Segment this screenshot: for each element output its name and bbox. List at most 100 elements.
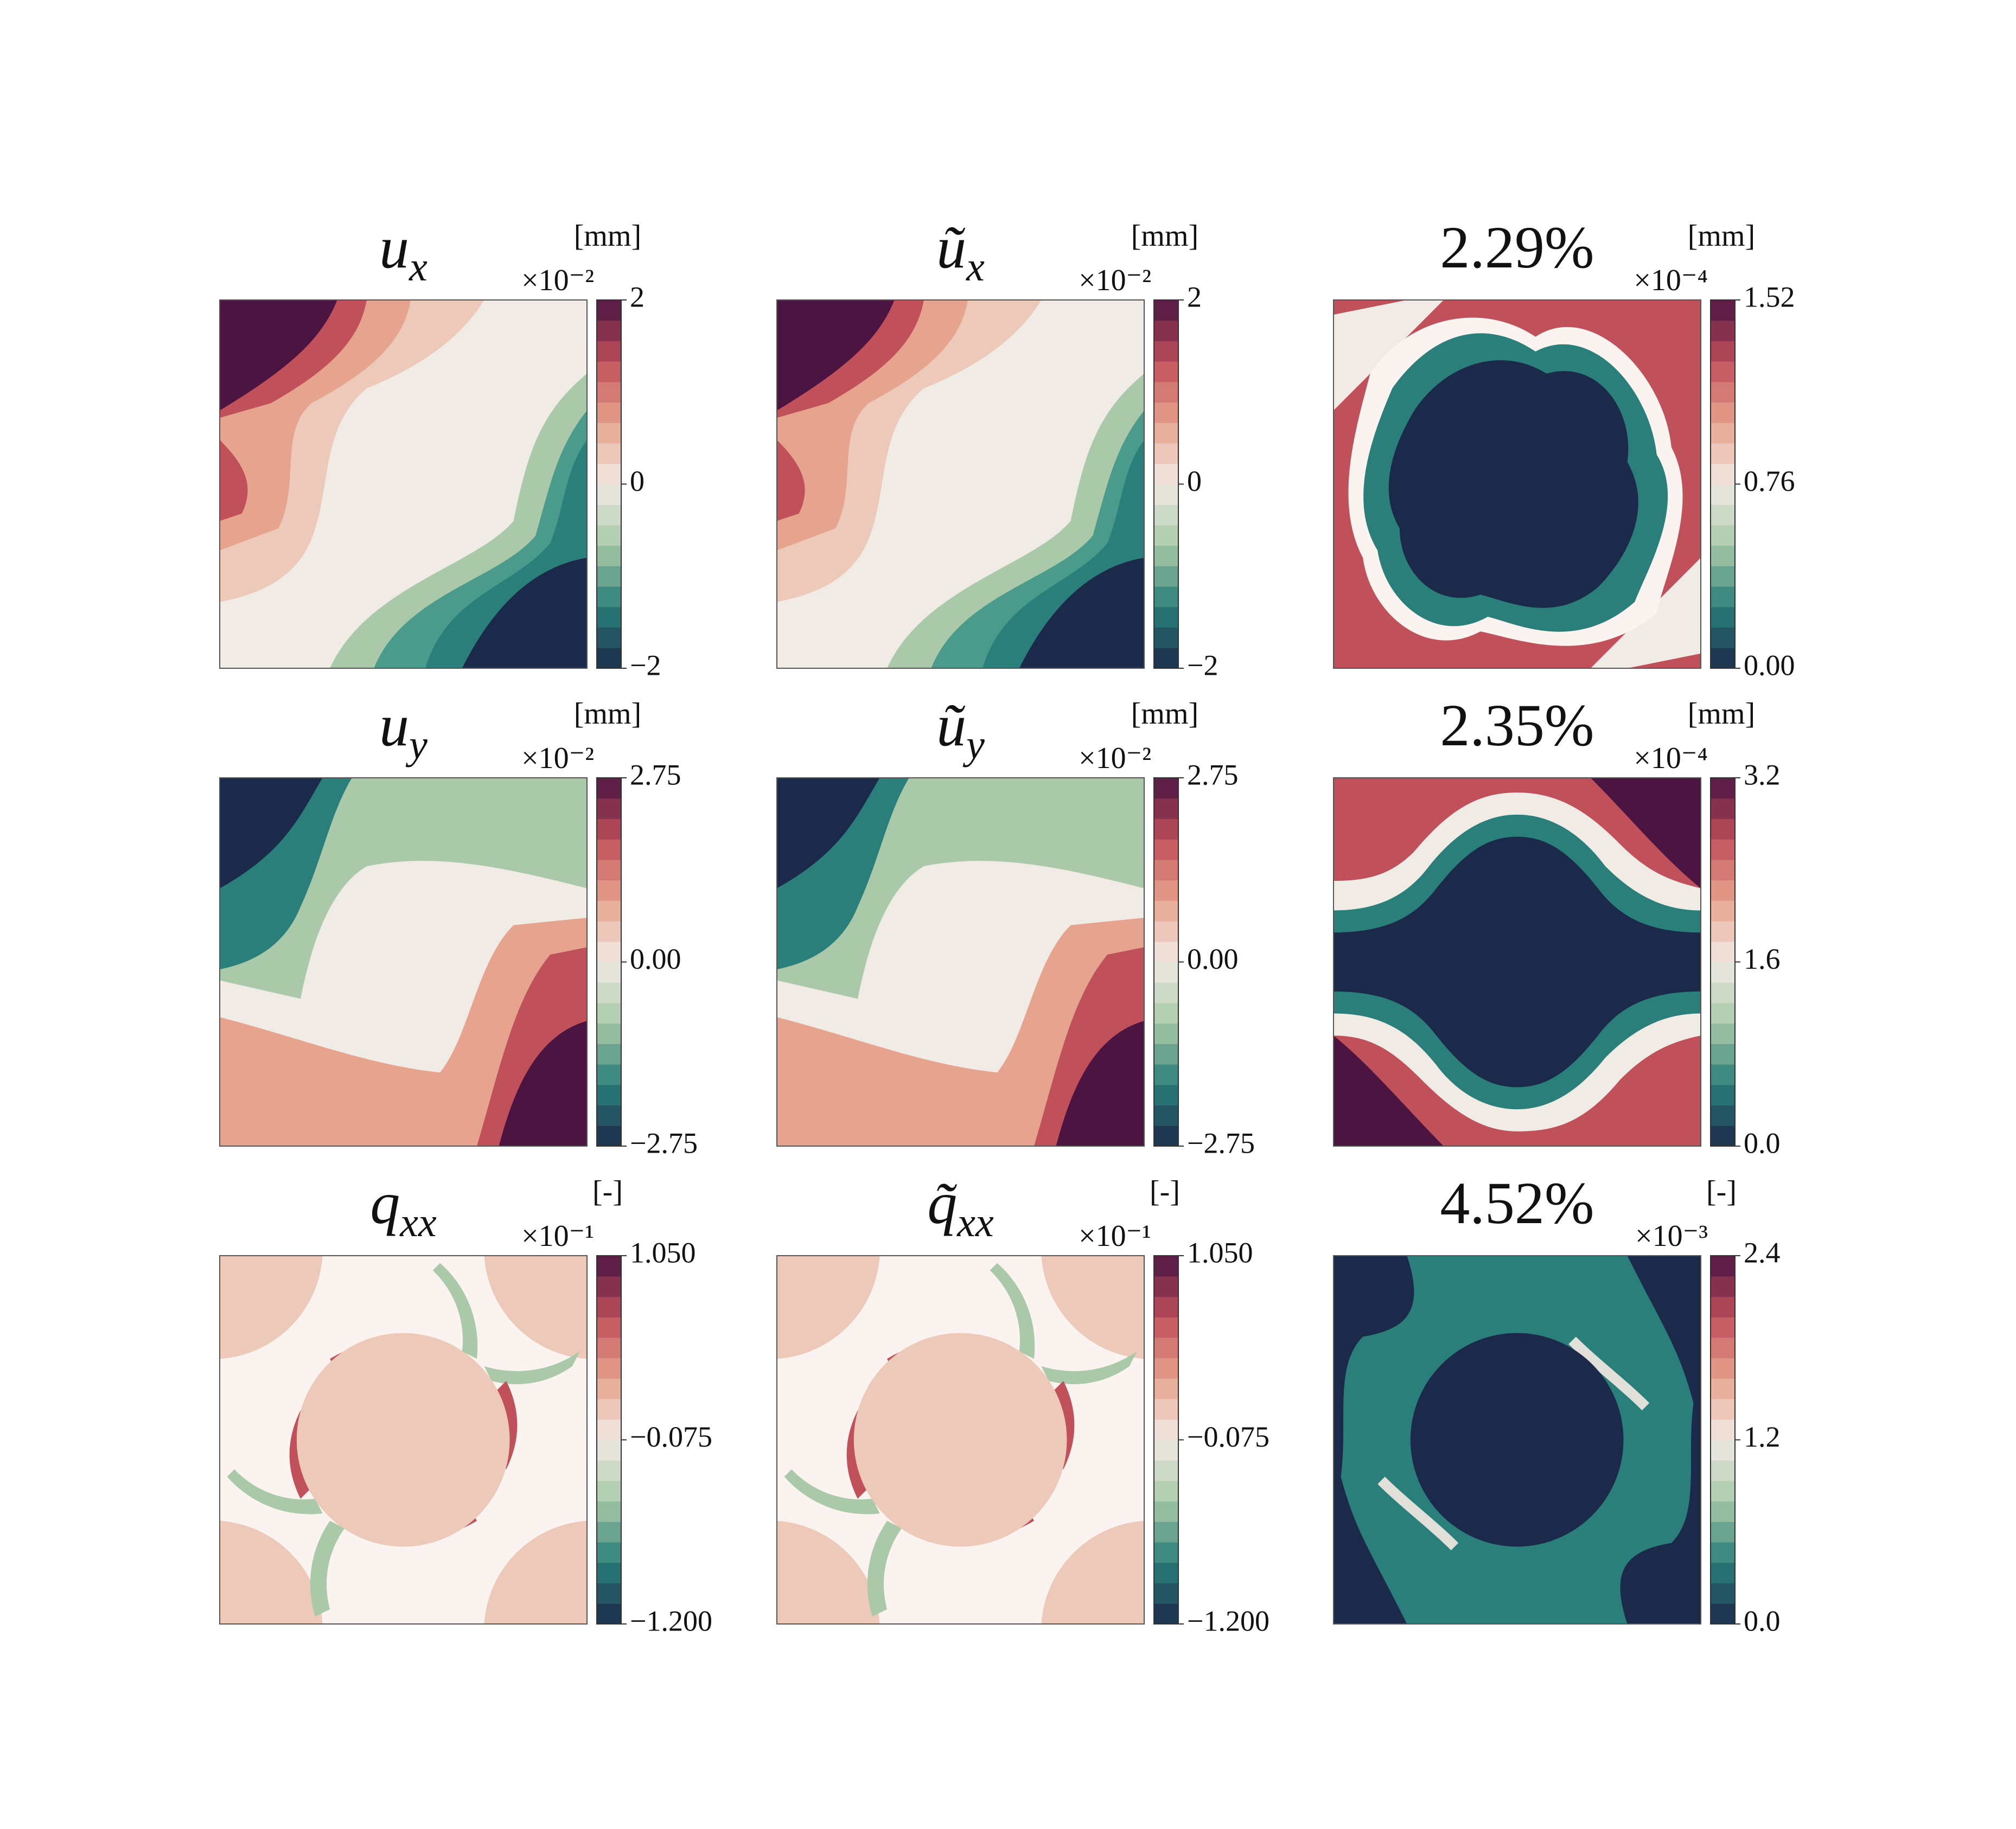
colorbar-segment — [597, 402, 621, 423]
colorbar-segment — [1711, 525, 1735, 546]
contour-field — [220, 778, 587, 1146]
colorbar-segment — [597, 1440, 621, 1461]
colorbar-segment — [597, 504, 621, 526]
colorbar-segment — [597, 921, 621, 942]
contour-region — [499, 1021, 587, 1146]
colorbar-segment — [1154, 1521, 1178, 1543]
title-sub: x — [409, 244, 428, 290]
contour-region — [296, 1333, 510, 1547]
colorbar-segment — [1711, 921, 1735, 942]
colorbar-tick-label: 0 — [1187, 465, 1202, 497]
panel: 2.29% [mm] ×10⁻⁴ 0.00 0.76 1.52 — [1333, 214, 1795, 681]
title-sub: xx — [399, 1200, 437, 1245]
colorbar-segment — [1154, 1044, 1178, 1065]
colorbar-segment — [1154, 525, 1178, 546]
colorbar-segment — [1711, 778, 1735, 799]
colorbar-tick-label: −1.200 — [630, 1604, 712, 1637]
colorbar-tick-label: 1.6 — [1744, 943, 1781, 975]
unit-label: [mm] — [1131, 219, 1198, 253]
colorbar-segment — [1711, 1583, 1735, 1604]
colorbar-segment — [1154, 1125, 1178, 1147]
colorbar-segment — [1711, 1399, 1735, 1420]
offset-text: ×10⁻² — [521, 741, 594, 775]
colorbar-tick-label: −2 — [1187, 649, 1218, 681]
colorbar-segment — [1154, 900, 1178, 922]
unit-label: [mm] — [574, 697, 641, 731]
panel: ũy [mm] ×10⁻² −2.75 0.00 2.75 — [776, 692, 1255, 1159]
colorbar-segment — [1711, 941, 1735, 962]
title-sub: y — [405, 722, 428, 768]
colorbar-tick-label: 0.76 — [1744, 465, 1795, 497]
colorbar-segment — [597, 1125, 621, 1147]
colorbar-segment — [1154, 443, 1178, 464]
panel: ũx [mm] ×10⁻² −2 0 2 — [776, 214, 1218, 681]
title-sub: x — [966, 244, 985, 290]
contour-field — [220, 300, 587, 668]
title-main: u — [379, 214, 409, 280]
contour-field — [777, 778, 1144, 1146]
contour-region — [1334, 1256, 1701, 1624]
colorbar-segment — [1711, 443, 1735, 464]
colorbar-segment — [1711, 381, 1735, 403]
colorbar-segment — [1711, 361, 1735, 382]
panel: 2.35% [mm] ×10⁻⁴ 0.0 1.6 3.2 — [1333, 692, 1781, 1159]
panel: q̃xx [-] ×10⁻¹ −1.200 −0.075 1.050 — [776, 1170, 1269, 1637]
colorbar-segment — [597, 859, 621, 881]
colorbar-segment — [1154, 839, 1178, 860]
unit-label: [mm] — [1688, 219, 1755, 253]
contour-field — [777, 300, 1144, 668]
colorbar-segment — [1154, 1583, 1178, 1604]
colorbar-segment — [597, 1105, 621, 1126]
colorbar-segment — [1154, 1084, 1178, 1106]
colorbar-segment — [1154, 962, 1178, 983]
colorbar-segment — [597, 1064, 621, 1085]
colorbar-segment — [597, 839, 621, 860]
contour-region — [1334, 778, 1701, 1146]
panel-title: uy — [379, 692, 428, 768]
colorbar-segment — [597, 1501, 621, 1522]
contour-field — [1334, 778, 1701, 1146]
colorbar-segment — [1154, 463, 1178, 484]
colorbar-segment — [1711, 1105, 1735, 1126]
colorbar-segment — [597, 1296, 621, 1318]
colorbar-segment — [1711, 1440, 1735, 1461]
colorbar-segment — [597, 545, 621, 566]
title-main: u — [379, 692, 409, 758]
colorbar-tick-label: 0.00 — [1744, 649, 1795, 681]
colorbar-segment — [1154, 1276, 1178, 1297]
plot-frame — [776, 299, 1145, 669]
colorbar-segment — [597, 1337, 621, 1359]
colorbar-segment — [1711, 1125, 1735, 1147]
colorbar-segment — [1154, 402, 1178, 423]
contour-region — [1388, 360, 1638, 608]
plot-frame — [1333, 299, 1701, 669]
colorbar-segment — [597, 941, 621, 962]
title-main: ũ — [936, 214, 966, 280]
colorbar-segment — [597, 1317, 621, 1338]
colorbar-segment — [597, 1480, 621, 1502]
colorbar-segment — [597, 1460, 621, 1481]
colorbar-segment — [1154, 1105, 1178, 1126]
colorbar-segment — [597, 1521, 621, 1543]
panel-title: 2.29% — [1440, 214, 1594, 280]
colorbar-segment — [597, 648, 621, 669]
colorbar-segment — [1711, 300, 1735, 321]
colorbar-segment — [1154, 941, 1178, 962]
colorbar-segment — [597, 1603, 621, 1625]
title-sub: y — [962, 722, 985, 768]
colorbar-tick-label: 0.00 — [630, 943, 681, 975]
colorbar-segment — [1711, 1358, 1735, 1379]
panel: ux [mm] ×10⁻² −2 0 2 — [219, 214, 661, 681]
colorbar-segment — [1711, 504, 1735, 526]
colorbar-tick-label: 0 — [630, 465, 645, 497]
colorbar-segment — [597, 1044, 621, 1065]
colorbar-segment — [1711, 1317, 1735, 1338]
colorbar-segment — [597, 1002, 621, 1024]
colorbar-segment — [1154, 1358, 1178, 1379]
colorbar-segment — [1711, 1521, 1735, 1543]
colorbar-segment — [1711, 1084, 1735, 1106]
colorbar-segment — [597, 1542, 621, 1563]
contour-region — [1334, 836, 1701, 1088]
colorbar-segment — [1154, 423, 1178, 444]
